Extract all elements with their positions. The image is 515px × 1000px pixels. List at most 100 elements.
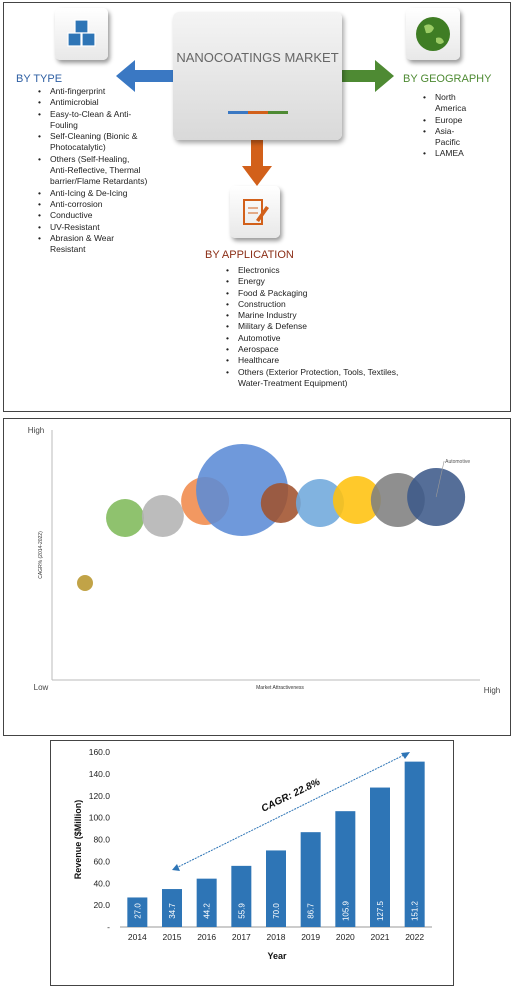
value-label: 44.2 bbox=[203, 903, 212, 919]
annotation-line bbox=[435, 460, 445, 498]
value-label: 34.7 bbox=[168, 903, 177, 919]
y-tick-label: 160.0 bbox=[89, 747, 111, 757]
list-item: Anti-corrosion bbox=[38, 199, 148, 211]
branch-list: Anti-fingerprintAntimicrobialEasy-to-Cle… bbox=[38, 86, 148, 255]
x-tick-label: 2014 bbox=[128, 932, 147, 942]
x-tick-label: 2017 bbox=[232, 932, 251, 942]
list-item: Military & Defense bbox=[226, 321, 416, 333]
list-item: Marine Industry bbox=[226, 310, 416, 322]
diagram-arrows bbox=[116, 60, 394, 186]
arrow-left bbox=[116, 60, 173, 92]
value-label: 55.9 bbox=[237, 903, 246, 919]
y-tick-label: 100.0 bbox=[89, 813, 111, 823]
bar bbox=[370, 787, 390, 927]
list-item: LAMEA bbox=[423, 148, 478, 160]
bar bbox=[266, 850, 286, 927]
bubble bbox=[77, 575, 93, 591]
bar bbox=[300, 832, 321, 927]
type-icon bbox=[55, 8, 108, 60]
bubble-chart: Low High High Market Attractiveness CAGR% (2… bbox=[28, 426, 500, 695]
bar bbox=[196, 878, 217, 927]
y-tick-label: High bbox=[28, 426, 44, 435]
x-tick-label: 2021 bbox=[371, 932, 390, 942]
center-underline bbox=[228, 111, 288, 114]
y-tick-label: 20.0 bbox=[93, 900, 110, 910]
y-tick-label: 140.0 bbox=[89, 769, 111, 779]
bar bbox=[162, 889, 182, 927]
bar bbox=[404, 761, 425, 927]
arrow-right bbox=[342, 60, 394, 92]
y-tick-label: 60.0 bbox=[93, 856, 110, 866]
x-tick-label: High bbox=[484, 686, 500, 695]
y-axis-title: Revenue ($Million) bbox=[73, 800, 83, 880]
bar bbox=[231, 865, 252, 927]
x-axis-title: Year bbox=[267, 951, 287, 961]
bubble bbox=[260, 483, 301, 523]
bar-chart: - 20.0 40.0 60.0 80.0 100.0 120.0 140.0 160.0 27.… bbox=[73, 747, 432, 961]
arrow-head bbox=[401, 752, 410, 759]
list-item: Automotive bbox=[226, 333, 416, 345]
annotation: CAGR: 22.8% bbox=[260, 777, 322, 815]
y-axis-title: CAGR% (2014-2022) bbox=[38, 531, 44, 579]
center-box bbox=[173, 12, 342, 140]
value-label: 70.0 bbox=[272, 903, 281, 919]
geography-icon bbox=[406, 8, 460, 60]
list-item: Abrasion & Wear Resistant bbox=[38, 233, 148, 256]
bubble bbox=[295, 479, 344, 527]
list-item: Electronics bbox=[226, 265, 416, 277]
bar bbox=[335, 811, 356, 927]
x-tick-label: 2020 bbox=[336, 932, 355, 942]
list-item: Self-Cleaning (Bionic & Photocatalytic) bbox=[38, 131, 148, 154]
branch-title: BY GEOGRAPHY bbox=[403, 73, 492, 85]
branch-list: North AmericaEuropeAsia-PacificLAMEA bbox=[423, 92, 478, 160]
trend-arrow bbox=[175, 753, 407, 869]
value-label: 151.2 bbox=[411, 900, 420, 921]
list-item: Anti-fingerprint bbox=[38, 86, 148, 98]
arrow-head bbox=[172, 864, 180, 871]
list-item: Easy-to-Clean & Anti-Fouling bbox=[38, 109, 148, 132]
list-item: Healthcare bbox=[226, 355, 416, 367]
list-item: Others (Exterior Protection, Tools, Text… bbox=[226, 367, 416, 390]
list-item: Anti-Icing & De-Icing bbox=[38, 188, 148, 200]
center-title: NANOCOATINGS MARKET bbox=[176, 50, 339, 65]
list-item: Antimicrobial bbox=[38, 97, 148, 109]
y-tick-label: 80.0 bbox=[93, 835, 110, 845]
bubble-panel bbox=[3, 418, 511, 736]
bar-panel bbox=[50, 740, 454, 986]
list-item: Others (Self-Healing, Anti-Reflective, T… bbox=[38, 154, 148, 188]
bar bbox=[127, 897, 148, 927]
y-tick-label: 40.0 bbox=[93, 878, 110, 888]
list-item: Aerospace bbox=[226, 344, 416, 356]
list-item: Food & Packaging bbox=[226, 288, 416, 300]
x-tick-label: Low bbox=[34, 683, 49, 692]
list-item: Energy bbox=[226, 276, 416, 288]
list-item: Europe bbox=[423, 115, 478, 127]
x-tick-label: 2015 bbox=[163, 932, 182, 942]
value-label: 86.7 bbox=[307, 903, 316, 919]
bubble bbox=[141, 495, 184, 537]
list-item: Asia-Pacific bbox=[423, 126, 478, 149]
y-tick-label: 120.0 bbox=[89, 791, 111, 801]
branch-list: ElectronicsEnergyFood & PackagingConstru… bbox=[226, 265, 416, 389]
x-tick-label: 2019 bbox=[301, 932, 320, 942]
value-label: 105.9 bbox=[341, 900, 350, 921]
value-label: 27.0 bbox=[133, 903, 142, 919]
arrow-down bbox=[242, 140, 272, 186]
x-axis-title: Market Attractiveness bbox=[256, 685, 304, 691]
x-tick-label: 2022 bbox=[405, 932, 424, 942]
annotation: Automotive bbox=[445, 459, 470, 465]
y-tick-label: - bbox=[107, 922, 110, 932]
x-tick-label: 2016 bbox=[197, 932, 216, 942]
bubble bbox=[106, 499, 145, 537]
application-icon bbox=[230, 186, 280, 238]
value-label: 127.5 bbox=[376, 900, 385, 921]
list-item: UV-Resistant bbox=[38, 222, 148, 234]
bubble bbox=[332, 476, 381, 524]
diagram-panel bbox=[3, 2, 511, 412]
branch-title: BY APPLICATION bbox=[205, 249, 294, 261]
list-item: Construction bbox=[226, 299, 416, 311]
branch-title: BY TYPE bbox=[16, 73, 63, 85]
list-item: North America bbox=[423, 92, 478, 115]
x-tick-label: 2018 bbox=[267, 932, 286, 942]
